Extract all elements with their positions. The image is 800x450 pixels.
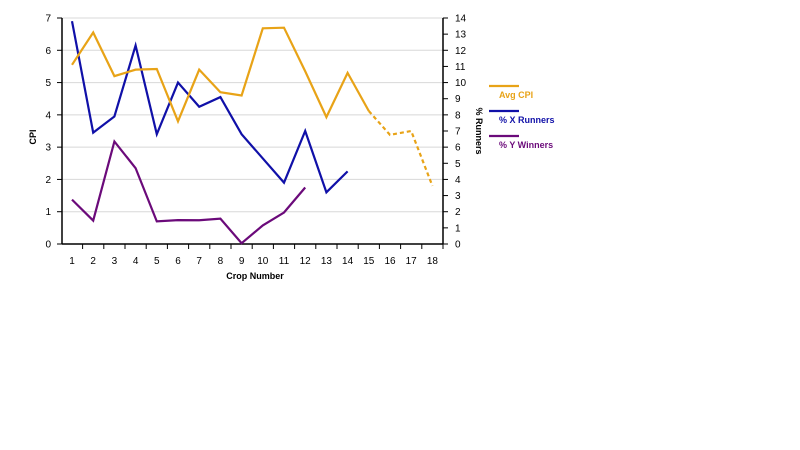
right-tick-label-3: 3 xyxy=(455,191,461,202)
left-tick-label-5: 5 xyxy=(45,78,51,89)
series-line-avg-cpi xyxy=(71,26,370,125)
gridlines xyxy=(62,17,443,213)
x-tick-label-8: 9 xyxy=(239,256,245,267)
left-tick-label-6: 6 xyxy=(45,46,51,57)
x-tick-label-3: 4 xyxy=(133,256,139,267)
series-layer xyxy=(70,21,434,245)
x-tick-label-10: 11 xyxy=(279,256,290,267)
axes xyxy=(61,18,444,245)
left-tick-label-1: 1 xyxy=(45,207,51,218)
right-tick-label-14: 14 xyxy=(455,14,467,25)
left-y-ticks: 0 1 2 3 4 5 6 7 xyxy=(45,14,62,251)
x-ticks: 1 2 3 4 5 6 7 8 9 10 11 12 13 14 15 16 17 18 xyxy=(69,244,444,267)
right-tick-label-5: 5 xyxy=(455,159,461,170)
right-tick-label-8: 8 xyxy=(455,110,461,121)
left-tick-label-0: 0 xyxy=(45,240,51,251)
x-axis-title: Crop Number xyxy=(226,271,284,281)
x-tick-label-4: 5 xyxy=(154,256,160,267)
x-tick-label-0: 1 xyxy=(69,256,75,267)
legend: Avg CPI % X Runners % Y Winners xyxy=(489,84,555,150)
x-tick-label-11: 12 xyxy=(300,256,312,267)
right-tick-label-11: 11 xyxy=(455,62,466,73)
legend-label-avg-cpi: Avg CPI xyxy=(499,90,533,100)
x-tick-label-17: 18 xyxy=(427,256,439,267)
series-line-x-runners xyxy=(70,21,349,195)
x-tick-label-14: 15 xyxy=(363,256,375,267)
x-tick-label-7: 8 xyxy=(218,256,224,267)
right-y-axis-title: % Runners xyxy=(474,107,484,154)
right-tick-label-0: 0 xyxy=(455,240,461,251)
x-tick-label-12: 13 xyxy=(321,256,333,267)
x-tick-label-16: 17 xyxy=(406,256,418,267)
x-tick-label-6: 7 xyxy=(196,256,202,267)
series-line-projected-avg-cpi xyxy=(367,110,434,187)
legend-label-x-runners: % X Runners xyxy=(499,115,555,125)
right-tick-label-4: 4 xyxy=(455,175,461,186)
x-tick-label-1: 2 xyxy=(90,256,96,267)
left-tick-label-2: 2 xyxy=(45,175,51,186)
x-tick-label-13: 14 xyxy=(342,256,354,267)
x-tick-label-2: 3 xyxy=(112,256,118,267)
right-tick-label-12: 12 xyxy=(455,46,467,57)
right-tick-label-9: 9 xyxy=(455,94,461,105)
right-tick-label-1: 1 xyxy=(455,223,461,234)
right-tick-label-7: 7 xyxy=(455,127,461,138)
right-tick-label-2: 2 xyxy=(455,207,461,218)
right-tick-label-13: 13 xyxy=(455,30,467,41)
x-tick-label-9: 10 xyxy=(257,256,269,267)
x-tick-label-5: 6 xyxy=(175,256,181,267)
right-tick-label-10: 10 xyxy=(455,78,467,89)
legend-label-y-winners: % Y Winners xyxy=(499,140,553,150)
left-tick-label-4: 4 xyxy=(45,110,51,121)
right-tick-label-6: 6 xyxy=(455,143,461,154)
left-tick-label-3: 3 xyxy=(45,143,51,154)
left-tick-label-7: 7 xyxy=(45,14,51,25)
left-y-axis-title: CPI xyxy=(28,129,38,144)
series-line-y-winners xyxy=(71,139,307,245)
x-tick-label-15: 16 xyxy=(384,256,396,267)
